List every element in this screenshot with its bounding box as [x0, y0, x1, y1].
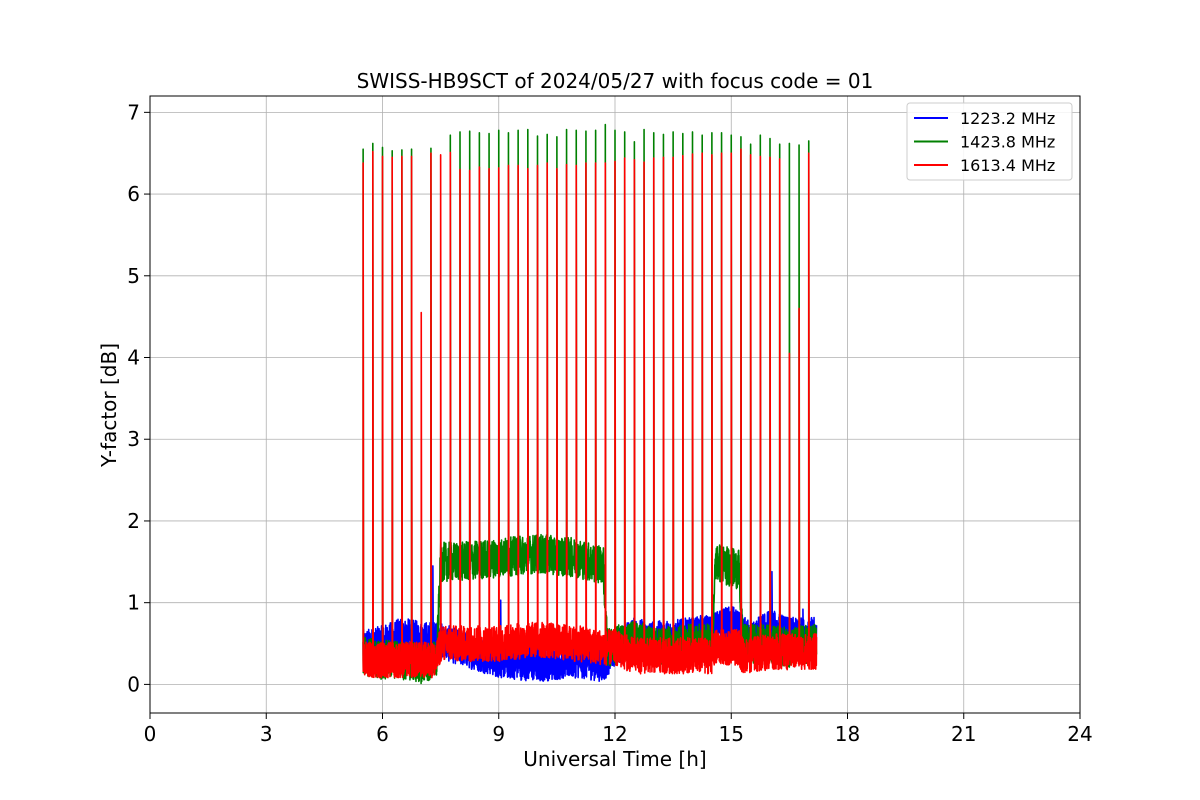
y-tick-label: 6 [127, 182, 140, 206]
legend-label-3: 1613.4 MHz [960, 156, 1055, 175]
x-tick-label: 3 [260, 722, 273, 746]
x-tick-label: 24 [1067, 722, 1092, 746]
x-tick-label: 6 [376, 722, 389, 746]
chart-title: SWISS-HB9SCT of 2024/05/27 with focus co… [357, 69, 874, 93]
legend-label-2: 1423.8 MHz [960, 133, 1055, 152]
x-tick-label: 21 [951, 722, 976, 746]
y-tick-label: 1 [127, 591, 140, 615]
y-tick-label: 3 [127, 427, 140, 451]
legend: 1223.2 MHz 1423.8 MHz 1613.4 MHz [906, 102, 1073, 181]
x-tick-label: 18 [835, 722, 860, 746]
legend-label-1: 1223.2 MHz [960, 109, 1055, 128]
y-tick-label: 0 [127, 672, 140, 696]
x-tick-label: 0 [144, 722, 157, 746]
series-line-2 [362, 123, 818, 685]
plot-series-group [362, 123, 818, 685]
series-line-3 [362, 148, 818, 679]
y-axis-label: Y-factor [dB] [97, 343, 121, 468]
y-tick-label: 7 [127, 100, 140, 124]
y-tick-label: 4 [127, 346, 140, 370]
y-tick-label: 5 [127, 264, 140, 288]
y-tick-label: 2 [127, 509, 140, 533]
legend-box [906, 102, 1073, 181]
x-tick-label: 9 [492, 722, 505, 746]
x-tick-label: 15 [719, 722, 744, 746]
x-tick-label: 12 [602, 722, 627, 746]
x-axis-label: Universal Time [h] [523, 747, 706, 771]
